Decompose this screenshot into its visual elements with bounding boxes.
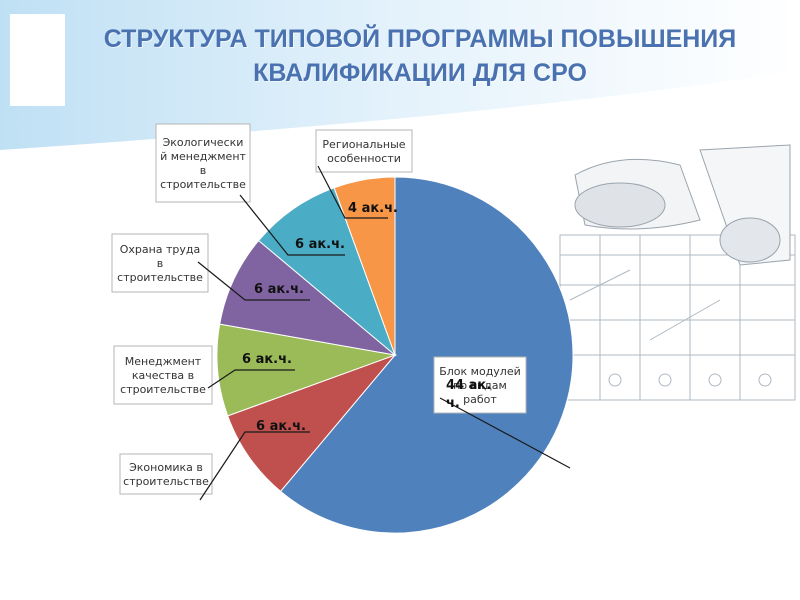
value-label-menedzhment-kachestva: 6 ак.ч. [242, 352, 292, 367]
category-label-blok-moduley: по видам [453, 379, 507, 392]
leader-line-ekonomika [199, 431, 310, 501]
category-label-regionalnye-osobennosti: Региональные [322, 138, 405, 151]
leader-line-ekologicheskiy-menedzhment [239, 194, 345, 256]
category-label-ekologicheskiy-menedzhment: й менеджмент [160, 150, 246, 163]
slice-regionalnye-osobennosti [333, 176, 396, 356]
label-box-ekonomika [119, 453, 213, 495]
slice-okhrana-truda [219, 239, 397, 356]
slice-menedzhment-kachestva [216, 323, 397, 417]
blueprint-rolls [574, 144, 791, 266]
value-label-regionalnye-osobennosti: 4 ак.ч. [348, 201, 398, 216]
value-label-okhrana-truda: 6 ак.ч. [254, 282, 304, 297]
category-label-ekologicheskiy-menedzhment: в [200, 164, 206, 177]
title-line-1: СТРУКТУРА ТИПОВОЙ ПРОГРАММЫ ПОВЫШЕНИЯ [103, 25, 737, 53]
value-label-ekonomika: 6 ак.ч. [256, 419, 306, 434]
header-band [0, 0, 800, 150]
slice-ekologicheskiy-menedzhment [257, 187, 397, 357]
leader-line-menedzhment-kachestva [207, 369, 295, 389]
category-label-menedzhment-kachestva: строительстве [120, 383, 206, 396]
value-label-blok-moduley: ч. [446, 396, 460, 411]
logo-placeholder [10, 14, 65, 106]
category-label-menedzhment-kachestva: Менеджмент [125, 355, 202, 368]
category-label-regionalnye-osobennosti: особенности [327, 152, 401, 165]
category-label-okhrana-truda: в [157, 257, 163, 270]
category-label-ekologicheskiy-menedzhment: строительстве [160, 178, 246, 191]
label-box-ekologicheskiy-menedzhment [155, 123, 251, 203]
label-box-regionalnye-osobennosti [315, 129, 413, 173]
value-label-blok-moduley: 44 ак. [446, 378, 491, 393]
leader-line-okhrana-truda [197, 261, 310, 301]
label-box-okhrana-truda [111, 233, 209, 293]
slice-blok-moduley [279, 176, 574, 534]
leader-line-blok-moduley [439, 397, 571, 469]
category-label-okhrana-truda: строительстве [117, 271, 203, 284]
category-label-ekonomika: Экономика в [129, 461, 203, 474]
category-label-menedzhment-kachestva: качества в [132, 369, 194, 382]
value-label-ekologicheskiy-menedzhment: 6 ак.ч. [295, 237, 345, 252]
category-label-ekonomika: строительстве [123, 475, 209, 488]
category-label-ekologicheskiy-menedzhment: Экологически [163, 136, 244, 149]
slice-ekonomika [227, 353, 397, 493]
category-label-blok-moduley: работ [463, 393, 497, 406]
leader-line-regionalnye-osobennosti [317, 165, 388, 219]
title-line-2: КВАЛИФИКАЦИИ ДЛЯ СРО [253, 59, 587, 87]
category-label-okhrana-truda: Охрана труда [120, 243, 201, 256]
page-title: СТРУКТУРА ТИПОВОЙ ПРОГРАММЫ ПОВЫШЕНИЯ КВ… [70, 22, 770, 90]
category-label-blok-moduley: Блок модулей [439, 365, 521, 378]
label-box-menedzhment-kachestva [113, 345, 213, 405]
